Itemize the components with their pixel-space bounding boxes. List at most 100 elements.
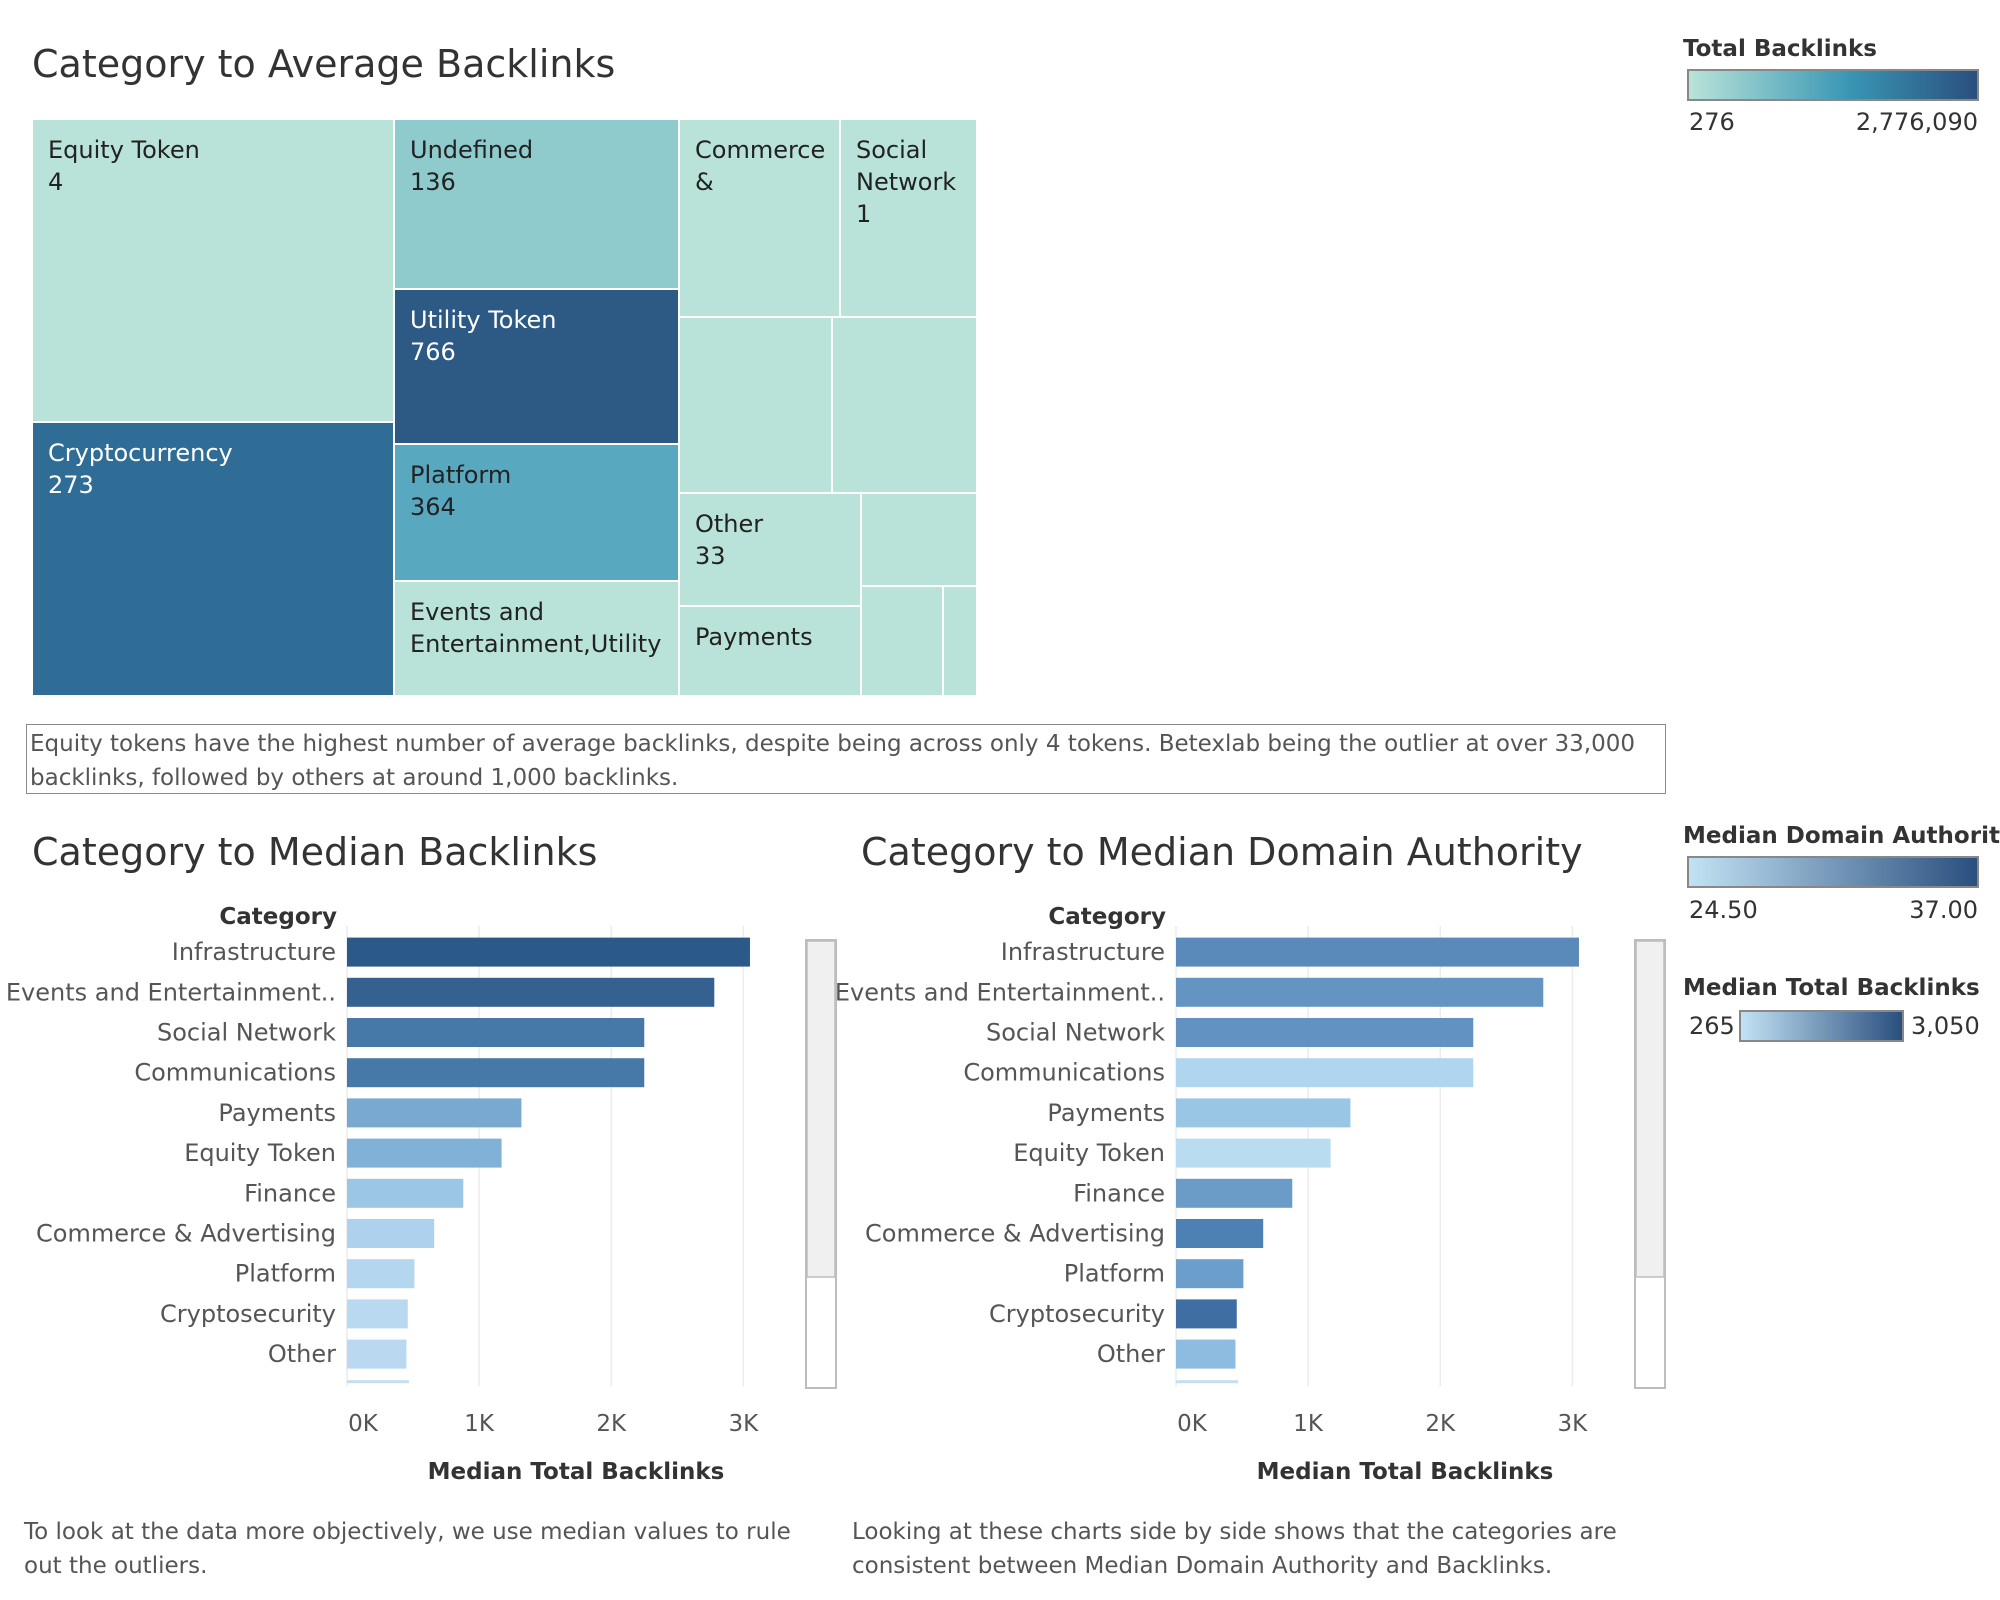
treemap-cell-label: Equity Token 4 [48, 134, 387, 198]
median-da-tick-label: Social Network [986, 1019, 1165, 1047]
treemap-cell-other[interactable]: Other 33 [679, 493, 861, 606]
median-backlinks-bar [347, 977, 715, 1007]
treemap-cell-unlabeled[interactable] [943, 586, 977, 696]
treemap-category: Payments [695, 623, 813, 651]
median-backlinks-bar [347, 1219, 435, 1248]
median-backlinks-tick-label: Other [268, 1340, 336, 1368]
median-da-bar [1176, 977, 1544, 1007]
median-backlinks-title: Category to Median Backlinks [32, 830, 598, 874]
median-da-chart: Category Infrastructure Events and Enterta… [835, 904, 1666, 1485]
treemap-cell-utility-token[interactable]: Utility Token 766 [394, 289, 679, 444]
median-da-bar [1176, 1259, 1244, 1289]
median-da-legend-title: Median Domain Authority [1683, 823, 2000, 849]
treemap-cell-undefined[interactable]: Undefined 136 [394, 119, 679, 289]
treemap-title: Category to Average Backlinks [32, 42, 616, 86]
treemap-category: Events and Entertainment,Utility [410, 598, 662, 658]
median-da-caption: Looking at these charts side by side sho… [852, 1519, 1617, 1579]
median-da-bar [1176, 1058, 1474, 1088]
median-backlinks-scrollbar-thumb[interactable] [806, 940, 836, 1278]
treemap-cell-payments[interactable]: Payments [679, 606, 861, 696]
median-da-x-tick-label: 2K [1425, 1411, 1456, 1437]
treemap-cell-label: Undefined 136 [410, 134, 672, 198]
median-da-bar [1176, 1299, 1237, 1329]
median-da-title: Category to Median Domain Authority [861, 830, 1583, 874]
median-da-bar [1176, 1178, 1293, 1208]
median-backlinks-x-tick-label: 1K [464, 1411, 495, 1437]
median-da-bar [1176, 937, 1579, 967]
median-backlinks-x-axis-title: Median Total Backlinks [428, 1459, 725, 1485]
treemap-cell-label: Utility Token 766 [410, 304, 672, 368]
median-backlinks-tick-label: Infrastructure [172, 938, 336, 966]
treemap-category: Equity Token [48, 136, 200, 164]
median-da-x-tick-label: 1K [1293, 1411, 1324, 1437]
treemap-category: Other [695, 510, 764, 538]
total-backlinks-legend-min: 276 [1689, 108, 1735, 136]
median-da-y-axis-title: Category [1048, 904, 1166, 930]
median-backlinks-caption: To look at the data more objectively, we… [24, 1519, 791, 1579]
median-backlinks-tick-label: Commerce & Advertising [36, 1220, 336, 1248]
median-backlinks-chart: Category Infrastructure Events and Enterta… [6, 904, 837, 1485]
median-backlinks-tick-label: Cryptosecurity [160, 1300, 336, 1328]
median-backlinks-bar [347, 1178, 464, 1208]
median-backlinks-tick-label: Events and Entertainment.. [6, 978, 336, 1006]
median-da-tick-label: Platform [1064, 1260, 1165, 1288]
treemap-value: 766 [410, 338, 456, 366]
treemap-value: 1 [856, 200, 872, 228]
median-backlinks-bar [347, 1259, 415, 1289]
median-backlinks-bar [347, 1018, 645, 1047]
median-da-scrollbar-thumb[interactable] [1635, 940, 1665, 1278]
treemap-cell-cryptocurrency[interactable]: Cryptocurrency 273 [32, 422, 394, 696]
treemap-cell-label: Platform 364 [410, 459, 672, 523]
treemap-value: 364 [410, 493, 456, 521]
treemap-cell-unlabeled[interactable] [861, 586, 943, 696]
median-da-legend-bar [1687, 856, 1979, 888]
treemap-cell-label: Payments [695, 621, 854, 653]
treemap-value: 33 [695, 542, 726, 570]
median-da-tick-label: Communications [963, 1059, 1165, 1087]
treemap-cell-social-network[interactable]: Social Network 1 [840, 119, 977, 317]
treemap-category: Commerce & [695, 136, 826, 196]
treemap-cell-label: Other 33 [695, 508, 854, 572]
treemap-cell-equity-token[interactable]: Equity Token 4 [32, 119, 394, 422]
median-backlinks-bar [347, 937, 750, 967]
treemap-category: Social Network [856, 136, 957, 196]
median-backlinks-tick-label: Communications [134, 1059, 336, 1087]
median-da-legend-max: 37.00 [1909, 896, 1978, 924]
treemap-cell-platform[interactable]: Platform 364 [394, 444, 679, 581]
median-backlinks-tick-label: Platform [235, 1260, 336, 1288]
median-da-bar [1176, 1219, 1264, 1248]
median-backlinks-legend-max: 3,050 [1911, 1012, 1980, 1040]
treemap-cell-label: Social Network 1 [856, 134, 970, 230]
median-da-x-tick-label: 0K [1177, 1411, 1208, 1437]
treemap-cell-label: Cryptocurrency 273 [48, 437, 387, 501]
treemap-cell-unlabeled[interactable] [679, 317, 832, 493]
treemap-cell-label: Commerce & [695, 134, 833, 198]
treemap-cell-events-and-entertainment-utility[interactable]: Events and Entertainment,Utility [394, 581, 679, 696]
median-backlinks-bar-partial [347, 1380, 409, 1384]
treemap-category: Utility Token [410, 306, 557, 334]
median-da-bar [1176, 1098, 1351, 1128]
median-da-bar [1176, 1018, 1474, 1047]
insight-note: Equity tokens have the highest number of… [26, 724, 1666, 794]
treemap-cell-commerce[interactable]: Commerce & [679, 119, 840, 317]
median-backlinks-x-tick-label: 0K [348, 1411, 379, 1437]
median-da-bar [1176, 1138, 1331, 1168]
median-backlinks-x-tick-label: 2K [596, 1411, 627, 1437]
treemap-value: 273 [48, 471, 94, 499]
median-backlinks-x-tick-label: 3K [729, 1411, 760, 1437]
median-backlinks-tick-label: Payments [218, 1099, 336, 1127]
treemap-value: 136 [410, 168, 456, 196]
median-da-tick-label: Commerce & Advertising [865, 1220, 1165, 1248]
treemap-cell-label: Events and Entertainment,Utility [410, 596, 672, 660]
median-da-tick-label: Payments [1047, 1099, 1165, 1127]
median-da-x-tick-label: 3K [1558, 1411, 1589, 1437]
median-backlinks-legend-min: 265 [1689, 1012, 1735, 1040]
median-da-tick-label: Other [1097, 1340, 1165, 1368]
treemap-cell-unlabeled[interactable] [832, 317, 977, 493]
median-da-tick-label: Infrastructure [1001, 938, 1165, 966]
treemap-category: Undefined [410, 136, 534, 164]
total-backlinks-legend-max: 2,776,090 [1855, 108, 1978, 136]
total-backlinks-legend-bar [1687, 69, 1979, 101]
treemap-cell-unlabeled[interactable] [861, 493, 977, 586]
median-backlinks-y-axis-title: Category [219, 904, 337, 930]
